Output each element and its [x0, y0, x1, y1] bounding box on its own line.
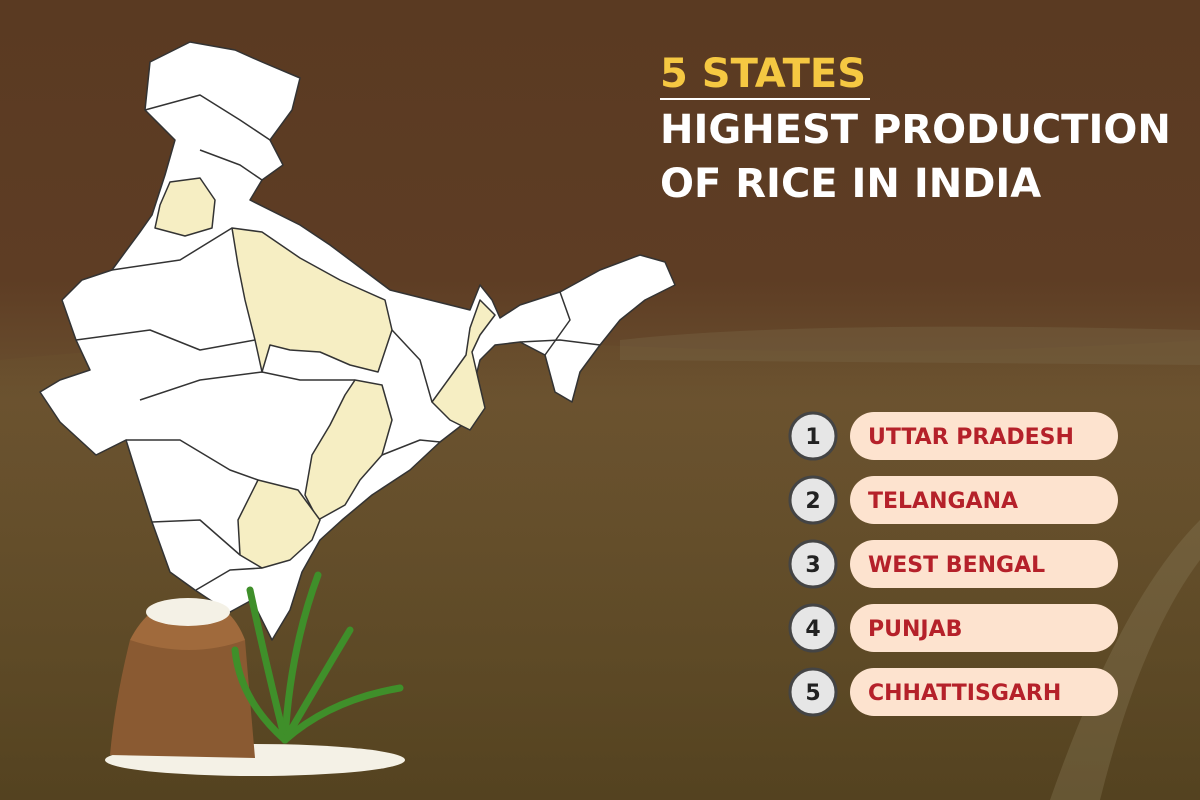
- uttar-pradesh: [231, 227, 393, 373]
- sack-rice: [146, 598, 230, 626]
- rank-badge: [788, 475, 838, 525]
- rank-number: 1: [805, 425, 820, 450]
- rice-plant: [231, 571, 404, 744]
- state-name: TELANGANA: [868, 489, 1018, 514]
- state-pill: [850, 476, 1118, 524]
- state-pill: [850, 540, 1118, 588]
- rank-number: 3: [805, 553, 820, 578]
- india-map: [39, 41, 676, 641]
- rice-illustration: [105, 571, 405, 776]
- telangana: [237, 479, 321, 569]
- sack: [110, 640, 255, 758]
- hills: [620, 326, 1200, 365]
- ranking-list: 1 UTTAR PRADESH 2 TELANGANA 3 WEST BENGAL 4 PUN…: [788, 411, 1118, 717]
- rank-badge: [788, 411, 838, 461]
- state-pill: [850, 604, 1118, 652]
- state-name: CHHATTISGARH: [868, 681, 1061, 706]
- state-name: WEST BENGAL: [868, 553, 1045, 578]
- state-name: UTTAR PRADESH: [868, 425, 1074, 450]
- state-name: PUNJAB: [868, 617, 962, 642]
- rank-badge: [788, 667, 838, 717]
- state-borders: [75, 94, 601, 591]
- west-bengal: [431, 299, 496, 431]
- rank-number: 5: [805, 681, 820, 706]
- rank-badge: [788, 539, 838, 589]
- state-pill: [850, 668, 1118, 716]
- title-line: OF RICE IN INDIA: [660, 161, 1041, 207]
- chhattisgarh: [304, 379, 393, 521]
- title-line: HIGHEST PRODUCTION: [660, 107, 1171, 153]
- rank-number: 2: [805, 489, 820, 514]
- state-pill: [850, 412, 1118, 460]
- rank-badge: [788, 603, 838, 653]
- title-highlight: 5 STATES: [660, 51, 866, 97]
- punjab: [154, 177, 216, 237]
- path: [1050, 520, 1200, 800]
- rank-number: 4: [805, 617, 820, 642]
